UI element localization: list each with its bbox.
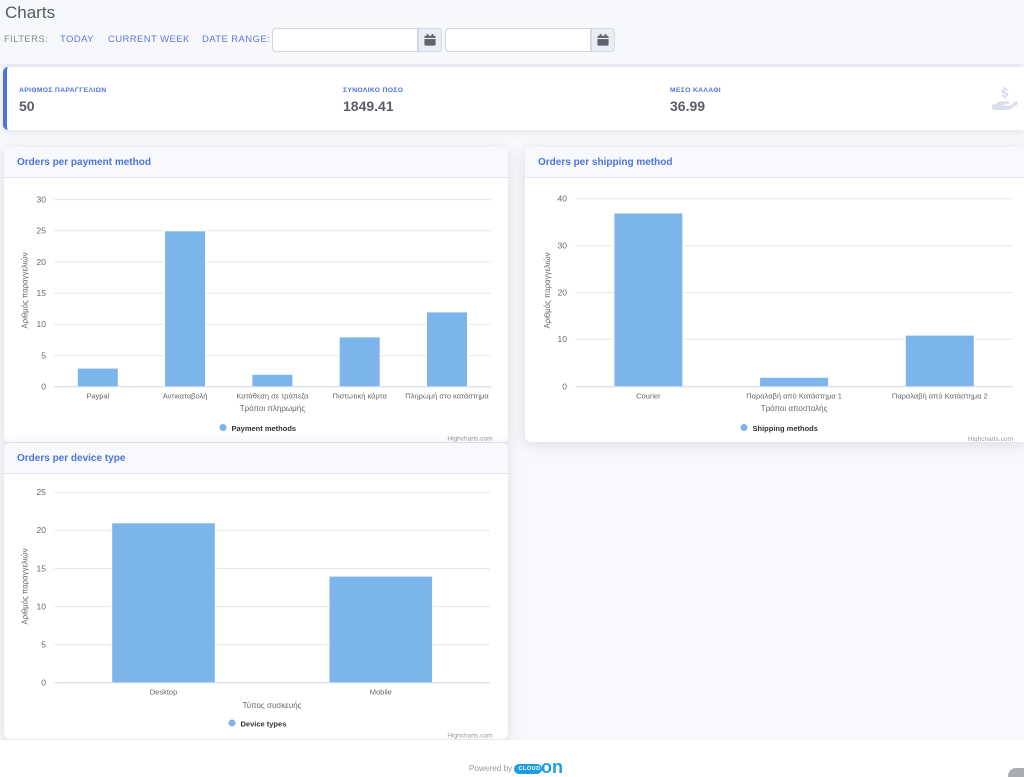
svg-text:Shipping methods: Shipping methods (753, 424, 818, 433)
svg-text:Κατάθεση σε τράπεζα: Κατάθεση σε τράπεζα (236, 391, 309, 400)
svg-text:5: 5 (41, 350, 46, 360)
svg-text:Highcharts.com: Highcharts.com (447, 733, 492, 740)
svg-text:Παραλαβή από Κατάστημα 1: Παραλαβή από Κατάστημα 1 (746, 391, 842, 400)
svg-text:15: 15 (37, 288, 47, 298)
svg-text:0: 0 (562, 381, 567, 391)
svg-text:Payment methods: Payment methods (232, 424, 297, 433)
svg-text:20: 20 (37, 525, 47, 535)
svg-text:Παραλαβή από Κατάστημα 2: Παραλαβή από Κατάστημα 2 (892, 391, 988, 400)
svg-text:20: 20 (37, 256, 47, 266)
svg-text:Device types: Device types (241, 720, 287, 729)
svg-text:25: 25 (37, 487, 47, 497)
svg-text:Πιστωτική κάρτα: Πιστωτική κάρτα (333, 391, 388, 400)
svg-text:10: 10 (37, 601, 47, 611)
svg-text:30: 30 (558, 240, 568, 250)
svg-text:Paypal: Paypal (86, 391, 109, 400)
svg-text:Courier: Courier (636, 391, 661, 400)
svg-text:0: 0 (41, 381, 46, 391)
svg-text:40: 40 (558, 193, 568, 203)
svg-text:Αριθμός παραγγελιών: Αριθμός παραγγελιών (543, 252, 552, 328)
svg-text:Αριθμός παραγγελιών: Αριθμός παραγγελιών (21, 252, 30, 328)
svg-text:Πληρωμή στο κατάστημα: Πληρωμή στο κατάστημα (405, 391, 489, 400)
svg-text:15: 15 (37, 563, 47, 573)
svg-text:Desktop: Desktop (150, 688, 178, 697)
svg-text:20: 20 (558, 287, 568, 297)
svg-text:10: 10 (558, 334, 568, 344)
svg-text:Highcharts.com: Highcharts.com (447, 435, 492, 442)
svg-text:Τύπος συσκευής: Τύπος συσκευής (243, 701, 302, 710)
svg-text:Αριθμός παραγγελιών: Αριθμός παραγγελιών (21, 548, 30, 624)
svg-text:10: 10 (37, 319, 47, 329)
svg-text:0: 0 (41, 678, 46, 688)
svg-text:5: 5 (41, 640, 46, 650)
svg-text:30: 30 (37, 194, 47, 204)
svg-text:25: 25 (37, 225, 47, 235)
svg-text:Αντικαταβολή: Αντικαταβολή (163, 391, 208, 400)
svg-text:Mobile: Mobile (370, 688, 392, 697)
svg-text:Τρόποι πληρωμής: Τρόποι πληρωμής (240, 404, 305, 413)
svg-text:Τρόποι αποστολής: Τρόποι αποστολής (761, 404, 828, 413)
svg-text:Highcharts.com: Highcharts.com (968, 436, 1013, 442)
